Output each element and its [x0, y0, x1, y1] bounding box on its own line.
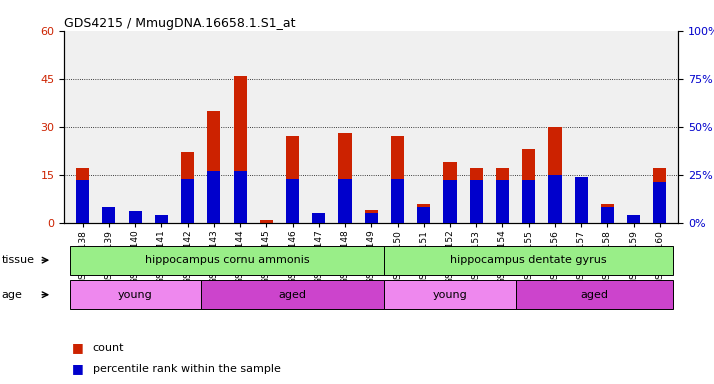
Bar — [233, 76, 246, 223]
Bar — [312, 213, 326, 223]
Bar — [260, 220, 273, 223]
Bar — [338, 179, 351, 223]
Bar — [548, 127, 561, 223]
Bar — [417, 204, 431, 223]
Text: aged: aged — [580, 290, 608, 300]
Bar — [470, 180, 483, 223]
Bar — [129, 213, 141, 223]
Bar — [76, 180, 89, 223]
Bar — [522, 149, 536, 223]
Bar — [286, 136, 299, 223]
Bar — [417, 207, 431, 223]
Bar — [155, 216, 168, 223]
Bar — [443, 180, 456, 223]
Bar — [653, 182, 666, 223]
Bar — [155, 215, 168, 223]
Text: GDS4215 / MmugDNA.16658.1.S1_at: GDS4215 / MmugDNA.16658.1.S1_at — [64, 17, 296, 30]
Bar — [365, 213, 378, 223]
Bar — [181, 152, 194, 223]
Bar — [102, 207, 116, 223]
Bar — [181, 179, 194, 223]
Bar — [391, 136, 404, 223]
Bar — [627, 216, 640, 223]
Bar — [102, 207, 116, 223]
Text: hippocampus dentate gyrus: hippocampus dentate gyrus — [451, 255, 607, 265]
Bar — [496, 180, 509, 223]
Bar — [470, 168, 483, 223]
Text: young: young — [118, 290, 153, 300]
Bar — [522, 180, 536, 223]
Bar — [76, 168, 89, 223]
Text: young: young — [433, 290, 468, 300]
Bar — [548, 175, 561, 223]
Bar — [601, 207, 614, 223]
Text: ■: ■ — [71, 341, 83, 354]
Bar — [286, 179, 299, 223]
Bar — [338, 133, 351, 223]
Bar — [233, 171, 246, 223]
Text: hippocampus cornu ammonis: hippocampus cornu ammonis — [145, 255, 309, 265]
Text: percentile rank within the sample: percentile rank within the sample — [93, 364, 281, 374]
Bar — [575, 178, 588, 223]
Text: age: age — [1, 290, 22, 300]
Bar — [207, 111, 221, 223]
Text: aged: aged — [278, 290, 306, 300]
Bar — [391, 179, 404, 223]
Bar — [627, 215, 640, 223]
Bar — [129, 211, 141, 223]
Bar — [312, 213, 326, 223]
Text: ■: ■ — [71, 362, 83, 375]
Bar — [601, 204, 614, 223]
Text: tissue: tissue — [1, 255, 34, 265]
Bar — [365, 210, 378, 223]
Bar — [496, 168, 509, 223]
Text: count: count — [93, 343, 124, 353]
Bar — [653, 168, 666, 223]
Bar — [443, 162, 456, 223]
Bar — [207, 171, 221, 223]
Bar — [575, 177, 588, 223]
